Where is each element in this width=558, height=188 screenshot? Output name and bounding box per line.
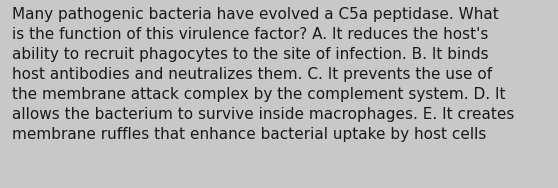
Text: Many pathogenic bacteria have evolved a C5a peptidase. What
is the function of t: Many pathogenic bacteria have evolved a … <box>12 7 514 142</box>
